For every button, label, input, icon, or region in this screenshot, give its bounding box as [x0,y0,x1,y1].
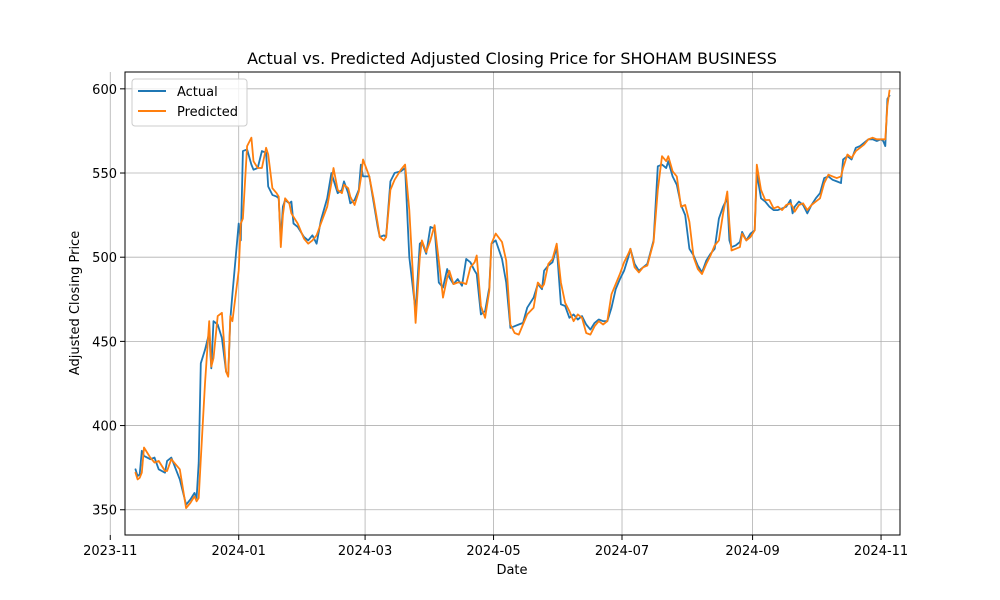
x-tick-label: 2024-11 [854,544,908,559]
x-tick-label: 2024-07 [595,544,649,559]
series-line-actual [134,94,891,506]
plot-frame [124,71,901,536]
legend-label-predicted: Predicted [177,105,238,120]
grid [109,72,900,535]
series-line-predicted [134,89,891,510]
x-axis-label: Date [496,563,527,578]
x-axis-ticks: 2023-11 2024-01 2024-03 2024-05 2024-07 2024-… [83,535,908,559]
x-tick-label: 2024-05 [466,544,520,559]
y-tick-label: 400 [92,420,117,435]
legend: Actual Predicted [131,78,248,127]
y-tick-label: 550 [92,167,117,182]
x-tick-label: 2023-11 [83,544,137,559]
x-tick-label: 2024-01 [212,544,266,559]
y-axis-ticks: 350 400 450 500 550 600 [92,83,125,519]
x-tick-label: 2024-03 [338,544,392,559]
y-tick-label: 450 [92,335,117,350]
y-tick-label: 350 [92,504,117,519]
y-tick-label: 600 [92,83,117,98]
legend-label-actual: Actual [177,85,218,100]
y-tick-label: 500 [92,251,117,266]
chart-title: Actual vs. Predicted Adjusted Closing Pr… [247,49,777,68]
x-tick-label: 2024-09 [725,544,779,559]
series-lines [134,89,891,510]
y-axis-label: Adjusted Closing Price [68,231,83,375]
